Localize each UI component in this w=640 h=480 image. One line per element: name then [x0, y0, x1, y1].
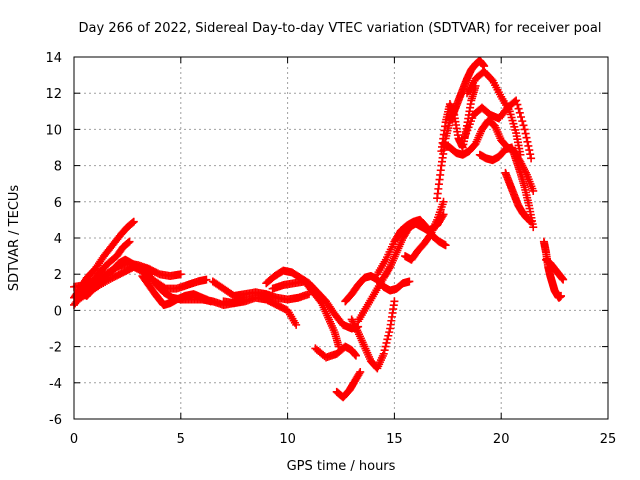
data-point — [519, 121, 528, 130]
series-track-26 — [539, 237, 566, 302]
x-tick-label: 20 — [493, 432, 510, 447]
data-point — [356, 367, 365, 376]
x-axis-label: GPS time / hours — [287, 459, 396, 474]
x-tick-label: 15 — [386, 432, 403, 447]
data-point — [349, 319, 358, 328]
series-track-9 — [219, 293, 301, 329]
series-track-14 — [341, 272, 414, 306]
data-point — [351, 322, 360, 331]
series-track-23 — [463, 67, 525, 159]
data-point — [353, 326, 362, 335]
data-point — [521, 129, 530, 138]
data-point — [380, 346, 389, 355]
grid — [74, 57, 608, 419]
series-track-27 — [542, 255, 568, 284]
data-point — [524, 141, 533, 150]
data-point — [514, 104, 523, 113]
data-point — [523, 137, 532, 146]
data-point — [383, 335, 392, 344]
data-point — [441, 241, 450, 250]
data-point — [559, 275, 568, 284]
data-points — [70, 56, 568, 402]
y-tick-label: -2 — [49, 341, 62, 356]
x-tick-label: 10 — [279, 432, 296, 447]
y-tick-label: -6 — [49, 413, 62, 428]
x-tick-label: 25 — [600, 432, 617, 447]
y-tick-label: 4 — [54, 232, 62, 247]
y-tick-label: 12 — [45, 87, 62, 102]
data-point — [439, 197, 448, 206]
y-tick-label: 8 — [54, 160, 62, 175]
data-point — [385, 264, 394, 273]
data-point — [202, 275, 211, 284]
data-point — [512, 96, 521, 105]
series-track-25 — [501, 168, 536, 226]
data-point — [517, 112, 526, 121]
data-point — [292, 320, 301, 329]
data-point — [385, 328, 394, 337]
data-point — [513, 100, 522, 109]
series-track-8 — [208, 277, 313, 304]
data-point — [405, 277, 414, 286]
series-track-12 — [311, 342, 360, 362]
data-point — [355, 369, 364, 378]
y-tick-label: 2 — [54, 268, 62, 283]
data-point — [526, 150, 535, 159]
series-track-11 — [268, 277, 343, 351]
data-point — [384, 331, 393, 340]
data-point — [527, 217, 536, 226]
y-axis-label: SDTVAR / TECUs — [7, 185, 22, 292]
data-point — [352, 324, 361, 333]
data-point — [515, 108, 524, 117]
data-point — [379, 349, 388, 358]
x-tick-label: 5 — [177, 432, 185, 447]
data-point — [557, 291, 566, 300]
data-point — [176, 270, 185, 279]
series-track-15 — [347, 297, 399, 373]
chart-title: Day 266 of 2022, Sidereal Day-to-day VTE… — [79, 21, 602, 36]
data-point — [527, 154, 536, 163]
x-tick-label: 0 — [70, 432, 78, 447]
data-point — [347, 315, 356, 324]
data-point — [381, 342, 390, 351]
y-tick-label: 0 — [54, 304, 62, 319]
data-point — [351, 351, 360, 360]
data-point — [350, 320, 359, 329]
data-point — [382, 338, 391, 347]
data-point — [390, 297, 399, 306]
series-track-18 — [401, 197, 448, 264]
series-track-17 — [373, 215, 450, 279]
data-point — [125, 237, 134, 246]
y-tick-label: 6 — [54, 196, 62, 211]
data-point — [520, 125, 529, 134]
data-point — [522, 133, 531, 142]
series-track-13 — [332, 367, 365, 402]
data-point — [529, 186, 538, 195]
y-tick-label: 14 — [45, 51, 62, 66]
y-tick-label: 10 — [45, 123, 62, 138]
data-point — [525, 146, 534, 155]
data-point — [529, 223, 538, 232]
data-point — [129, 217, 138, 226]
data-point — [518, 117, 527, 126]
y-tick-label: -4 — [49, 377, 62, 392]
ticks — [73, 56, 609, 420]
tick-labels: 0 5 10 15 20 25 -6 -4 -2 0 2 4 6 8 10 12 14 — [45, 51, 616, 447]
